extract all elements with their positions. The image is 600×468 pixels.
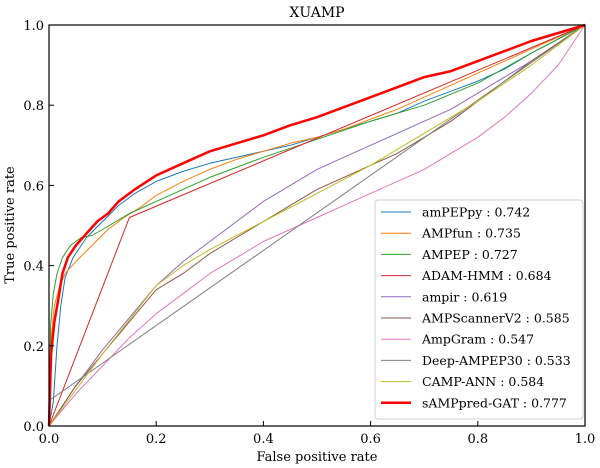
legend-label: CAMP-ANN : 0.584 xyxy=(422,374,544,389)
legend-item: AMPScannerV2 : 0.585 xyxy=(381,311,570,326)
legend-item: Deep-AMPEP30 : 0.533 xyxy=(381,353,571,368)
y-tick-label: 0.4 xyxy=(23,260,44,275)
y-tick-label: 0.6 xyxy=(23,179,44,194)
x-axis: 0.0 0.2 0.4 0.6 0.8 1.0 xyxy=(39,421,596,447)
chart-title: XUAMP xyxy=(289,5,344,21)
y-axis: 0.0 0.2 0.4 0.6 0.8 1.0 xyxy=(23,19,54,435)
y-axis-label: True positive rate xyxy=(3,166,18,284)
legend-label: ampir : 0.619 xyxy=(422,289,507,304)
series-line-ampep xyxy=(48,24,586,427)
series-layer xyxy=(47,23,586,427)
legend-item: ampir : 0.619 xyxy=(381,289,507,304)
legend-item: ADAM-HMM : 0.684 xyxy=(381,268,552,283)
series-line-ampgram xyxy=(48,24,586,427)
legend-item: AmpGram : 0.547 xyxy=(381,332,534,347)
series-line-ampfun xyxy=(48,24,586,427)
legend-label: AmpGram : 0.547 xyxy=(421,332,534,347)
series-line-samppred-gat xyxy=(47,23,586,427)
x-tick-label: 0.2 xyxy=(146,432,167,447)
legend-item: AMPfun : 0.735 xyxy=(381,226,521,241)
legend-label: AMPScannerV2 : 0.585 xyxy=(421,311,570,326)
x-tick-label: 0.8 xyxy=(467,432,488,447)
legend-label: AMPfun : 0.735 xyxy=(421,226,521,241)
x-tick-label: 1.0 xyxy=(575,432,596,447)
y-tick-label: 1.0 xyxy=(23,19,44,34)
legend-item: CAMP-ANN : 0.584 xyxy=(381,374,544,389)
legend-label: sAMPpred-GAT : 0.777 xyxy=(422,395,567,410)
series-line-ampir xyxy=(48,24,586,427)
legend-label: amPEPpy : 0.742 xyxy=(422,205,530,220)
legend-box xyxy=(374,199,584,420)
x-tick-label: 0.0 xyxy=(39,432,60,447)
x-tick-label: 0.6 xyxy=(360,432,381,447)
legend-label: AMPEP : 0.727 xyxy=(421,247,518,262)
legend-item: amPEPpy : 0.742 xyxy=(381,205,530,220)
y-tick-label: 0.0 xyxy=(23,420,44,435)
x-axis-label: False positive rate xyxy=(257,450,378,465)
series-line-camp-ann xyxy=(48,24,586,427)
legend-item: sAMPpred-GAT : 0.777 xyxy=(381,395,567,410)
y-tick-label: 0.2 xyxy=(23,340,44,355)
plot-frame xyxy=(48,24,586,427)
legend: amPEPpy : 0.742 AMPfun : 0.735 AMPEP : 0.7… xyxy=(374,199,584,420)
series-line-adam-hmm xyxy=(48,24,586,427)
legend-label: ADAM-HMM : 0.684 xyxy=(421,268,552,283)
y-tick-label: 0.8 xyxy=(23,99,44,114)
legend-label: Deep-AMPEP30 : 0.533 xyxy=(422,353,571,368)
legend-item: AMPEP : 0.727 xyxy=(381,247,518,262)
x-tick-label: 0.4 xyxy=(253,432,274,447)
